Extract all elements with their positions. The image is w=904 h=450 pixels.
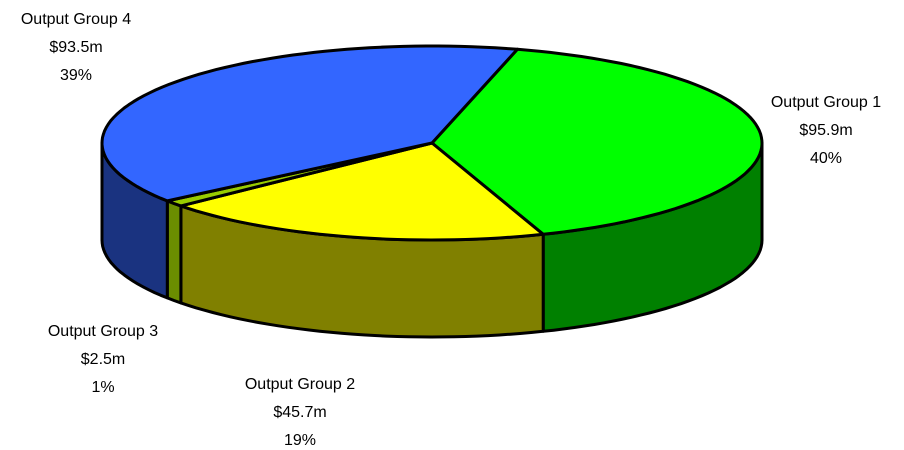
value-label: $45.7m — [273, 404, 326, 421]
slice-side — [165, 199, 183, 305]
slice — [430, 47, 764, 236]
percent-label: 1% — [91, 379, 114, 396]
percent-label: 39% — [60, 67, 92, 84]
slice-label: Output Group 4 — [21, 11, 131, 28]
value-label: $2.5m — [81, 351, 125, 368]
percent-label: 19% — [284, 432, 316, 449]
percent-label: 40% — [810, 150, 842, 167]
slice — [179, 141, 545, 242]
slice-label: Output Group 2 — [245, 376, 355, 393]
slice-label: Output Group 3 — [48, 323, 158, 340]
slice-label: Output Group 1 — [771, 94, 881, 111]
value-label: $93.5m — [49, 39, 102, 56]
value-label: $95.9m — [799, 122, 852, 139]
slice — [100, 44, 519, 203]
